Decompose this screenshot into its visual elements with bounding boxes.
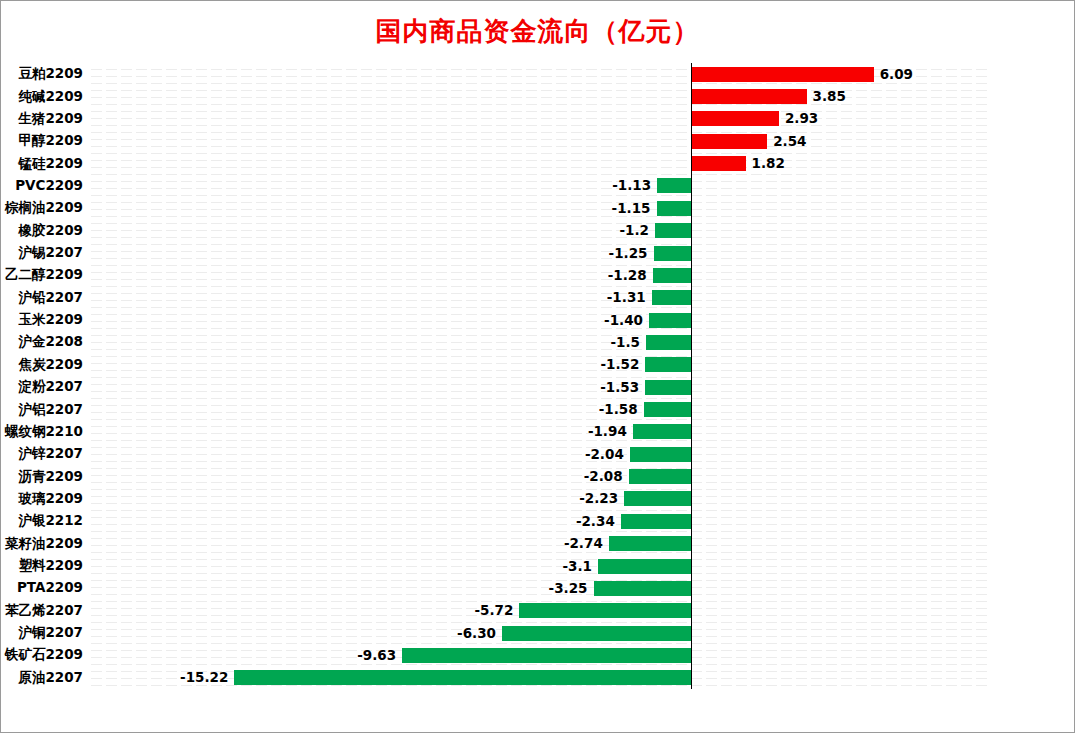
value-label: -1.40 [604, 313, 643, 328]
value-label: -5.72 [474, 603, 513, 618]
category-label: 橡胶2209 [0, 223, 83, 238]
bar [691, 111, 779, 126]
bar [402, 648, 691, 663]
bar [691, 134, 767, 149]
bar [645, 380, 691, 395]
value-label: -2.23 [579, 491, 618, 506]
value-label: 1.82 [752, 156, 785, 171]
bar [691, 89, 807, 104]
category-label: 焦炭2209 [0, 357, 83, 372]
bar [657, 178, 691, 193]
value-label: 2.54 [773, 134, 806, 149]
bar [691, 156, 746, 171]
value-label: -1.94 [588, 424, 627, 439]
category-label: 玉米2209 [0, 312, 83, 327]
value-label: -1.58 [599, 402, 638, 417]
bar [657, 201, 692, 216]
bar [691, 67, 874, 82]
category-label: 豆粕2209 [0, 66, 83, 81]
value-label: -1.28 [608, 268, 647, 283]
bar [652, 290, 691, 305]
category-label: 棕榈油2209 [0, 200, 83, 215]
category-label: 纯碱2209 [0, 89, 83, 104]
bar [621, 514, 691, 529]
category-label: 锰硅2209 [0, 156, 83, 171]
category-label: 苯乙烯2207 [0, 603, 83, 618]
category-label: PVC2209 [0, 178, 83, 193]
category-label: 原油2207 [0, 670, 83, 685]
value-label: -1.15 [612, 201, 651, 216]
zero-axis-line [691, 63, 692, 689]
bar [502, 626, 691, 641]
value-label: -2.74 [564, 536, 603, 551]
category-label: 沪铝2207 [0, 402, 83, 417]
value-label: 2.93 [785, 111, 818, 126]
category-label: 沪铅2207 [0, 290, 83, 305]
value-label: -2.08 [584, 469, 623, 484]
category-label: 沪银2212 [0, 513, 83, 528]
category-axis: 豆粕2209 纯碱2209 生猪2209 甲醇2209 锰硅2209 PVC2209 棕榈油… [1, 63, 85, 689]
value-label: -1.52 [600, 357, 639, 372]
value-label: -1.2 [619, 223, 649, 238]
category-label: 菜籽油2209 [0, 536, 83, 551]
category-label: 甲醇2209 [0, 133, 83, 148]
category-label: 玻璃2209 [0, 491, 83, 506]
bar [655, 223, 691, 238]
value-label: -15.22 [180, 670, 228, 685]
category-label: 塑料2209 [0, 558, 83, 573]
value-label: -2.04 [585, 447, 624, 462]
chart-title: 国内商品资金流向（亿元） [1, 14, 1074, 49]
value-label: -9.63 [357, 648, 396, 663]
bar [653, 268, 691, 283]
chart-frame: 国内商品资金流向（亿元） 豆粕2209 纯碱2209 生猪2209 甲醇2209 锰硅2… [0, 0, 1075, 733]
bar [598, 559, 691, 574]
value-label: 6.09 [880, 67, 913, 82]
bar [609, 536, 691, 551]
plot-area: 6.09 3.85 2.93 2.54 1.82 -1.13 -1.15 -1.2 -1.25 -… [91, 63, 991, 689]
category-label: 沪锌2207 [0, 446, 83, 461]
value-label: -1.5 [610, 335, 640, 350]
bar [646, 335, 691, 350]
category-label: 沪铜2207 [0, 625, 83, 640]
bar [630, 447, 691, 462]
value-label: -2.34 [576, 514, 615, 529]
category-label: 沪金2208 [0, 334, 83, 349]
category-label: 螺纹钢2210 [0, 424, 83, 439]
category-label: 沥青2209 [0, 469, 83, 484]
bar [519, 603, 691, 618]
value-label: -1.31 [607, 290, 646, 305]
value-label: 3.85 [813, 89, 846, 104]
value-label: -1.25 [609, 246, 648, 261]
category-label: 沪锡2207 [0, 245, 83, 260]
value-label: -3.25 [549, 581, 588, 596]
value-label: -1.53 [600, 380, 639, 395]
bar [644, 402, 691, 417]
category-label: PTA2209 [0, 580, 83, 595]
category-label: 生猪2209 [0, 111, 83, 126]
bar [633, 424, 691, 439]
bar [654, 246, 692, 261]
category-label: 乙二醇2209 [0, 267, 83, 282]
value-label: -6.30 [457, 626, 496, 641]
category-label: 淀粉2207 [0, 379, 83, 394]
value-label: -1.13 [612, 178, 651, 193]
bar [594, 581, 692, 596]
bar [645, 357, 691, 372]
category-label: 铁矿石2209 [0, 647, 83, 662]
bar [624, 491, 691, 506]
value-label: -3.1 [562, 559, 592, 574]
bar [629, 469, 691, 484]
bar [234, 670, 691, 685]
bar [649, 313, 691, 328]
